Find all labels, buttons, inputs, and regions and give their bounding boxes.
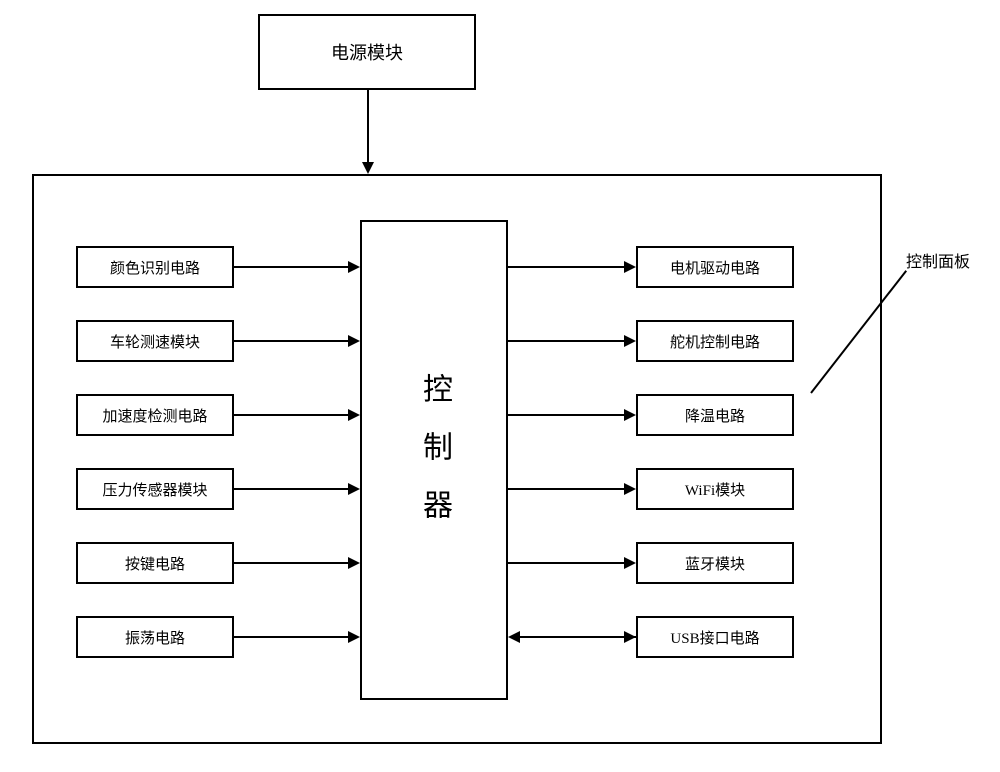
right-arrow-head-back-5 [508,631,520,643]
left-arrow-head-2 [348,409,360,421]
left-arrow-head-4 [348,557,360,569]
left-module-1: 车轮测速模块 [76,320,234,362]
left-arrow-head-5 [348,631,360,643]
right-arrow-line-5 [518,636,636,638]
left-module-5: 振荡电路 [76,616,234,658]
left-arrow-line-0 [234,266,350,268]
left-module-0: 颜色识别电路 [76,246,234,288]
left-arrow-line-5 [234,636,350,638]
left-module-4: 按键电路 [76,542,234,584]
right-module-3: WiFi模块 [636,468,794,510]
right-module-4: 蓝牙模块 [636,542,794,584]
right-arrow-line-3 [508,488,626,490]
left-arrow-head-0 [348,261,360,273]
controller-label: 控制器 [412,373,456,547]
right-arrow-head-2 [624,409,636,421]
power-arrow-line [367,90,369,164]
left-module-3: 压力传感器模块 [76,468,234,510]
left-arrow-head-1 [348,335,360,347]
left-arrow-head-3 [348,483,360,495]
left-arrow-line-1 [234,340,350,342]
left-arrow-line-2 [234,414,350,416]
controller-box: 控制器 [360,220,508,700]
right-module-5: USB接口电路 [636,616,794,658]
right-arrow-line-4 [508,562,626,564]
right-arrow-line-1 [508,340,626,342]
right-arrow-head-1 [624,335,636,347]
left-arrow-line-3 [234,488,350,490]
right-arrow-head-0 [624,261,636,273]
right-arrow-head-5 [624,631,636,643]
panel-label-text: 控制面板 [906,248,970,272]
right-module-1: 舵机控制电路 [636,320,794,362]
right-arrow-line-2 [508,414,626,416]
power-module-box: 电源模块 [258,14,476,90]
power-arrow-head [362,162,374,174]
right-arrow-head-4 [624,557,636,569]
right-module-2: 降温电路 [636,394,794,436]
left-arrow-line-4 [234,562,350,564]
right-arrow-head-3 [624,483,636,495]
left-module-2: 加速度检测电路 [76,394,234,436]
diagram-canvas: 电源模块控制器 颜色识别电路车轮测速模块加速度检测电路压力传感器模块按键电路振荡电… [0,0,1000,772]
right-module-0: 电机驱动电路 [636,246,794,288]
right-arrow-line-0 [508,266,626,268]
